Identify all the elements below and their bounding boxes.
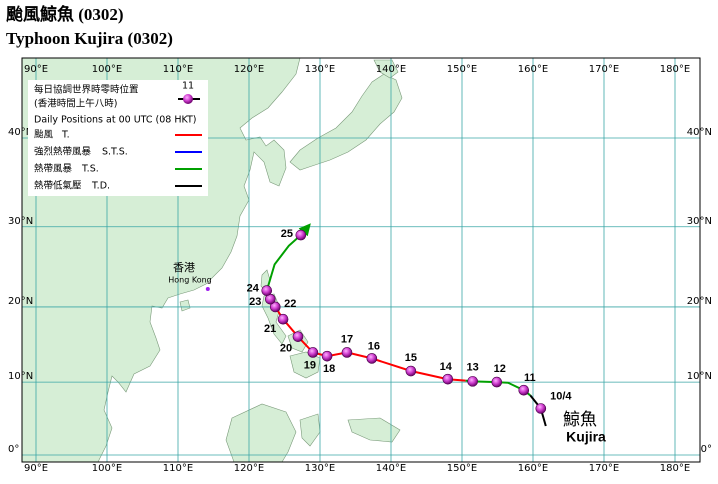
daily-label: 13 [467,361,479,373]
lon-label-top: 150°E [447,64,477,75]
lon-label-bottom: 120°E [234,463,264,474]
daily-position [467,376,478,387]
lon-label-top: 110°E [163,64,193,75]
title-en: Typhoon Kujira (0302) [6,29,173,48]
daily-position [277,313,289,325]
daily-position [518,384,530,396]
lon-label-bottom: 150°E [447,463,477,474]
hong-kong-zh: 香港 [173,261,195,274]
daily-label: 15 [405,352,417,364]
lat-label-right: 30°N [687,216,712,227]
daily-label: 10/4 [550,390,572,402]
legend-sample-label: 11 [182,81,194,92]
daily-label: 22 [284,298,296,310]
lat-label-right: 10°N [687,371,712,382]
daily-label: 11 [524,372,536,384]
legend-zh: 強烈熱帶風暴 [34,146,92,158]
hong-kong-marker [205,287,210,292]
lat-label-right: 20°N [687,296,712,307]
lat-label-right: 0° [701,444,712,455]
daily-label: 21 [264,323,276,335]
daily-label: 16 [368,340,380,352]
legend-sample-dot [183,94,193,104]
lon-label-bottom: 90°E [24,463,48,474]
daily-position [442,373,454,385]
legend-daily-en: Daily Positions at 00 UTC (08 HKT) [34,115,197,126]
daily-position [307,347,319,358]
daily-label: 19 [304,359,316,371]
legend-zh: 熱帶風暴 [34,163,73,175]
daily-label: 25 [281,228,293,240]
daily-label: 17 [341,333,353,345]
storm-name-en: Kujira [566,429,606,445]
lon-label-bottom: 110°E [163,463,193,474]
daily-position [366,353,378,364]
daily-position [261,285,273,296]
legend-daily-hk: (香港時間上午八時) [34,98,117,110]
lon-label-bottom: 160°E [518,463,548,474]
legend-zh: 熱帶低氣壓 [34,180,82,192]
daily-position [341,347,353,358]
lon-label-bottom: 140°E [376,463,406,474]
hong-kong-en: Hong Kong [168,276,212,285]
legend: 每日協調世界時零時位置 (香港時間上午八時) 11 Daily Position… [28,80,208,196]
lon-label-top: 130°E [305,64,335,75]
lat-label-left: 0° [8,444,19,455]
lon-label-bottom: 170°E [589,463,619,474]
map-frame [21,57,701,463]
daily-position [535,403,547,414]
daily-label: 20 [280,343,292,355]
legend-en: T.D. [91,181,110,192]
lon-label-top: 120°E [234,64,264,75]
lon-label-top: 140°E [376,64,406,75]
daily-position [295,229,307,241]
daily-position [269,301,281,313]
lon-label-bottom: 100°E [92,463,122,474]
lon-label-top: 90°E [24,64,48,75]
lon-label-top: 180°E [660,64,690,75]
title-zh: 颱風鯨魚 (0302) [6,4,124,24]
daily-position [405,365,417,377]
daily-label: 24 [247,283,260,295]
lat-label-left: 10°N [8,371,33,382]
legend-en: S.T.S. [102,147,128,158]
lon-label-top: 100°E [92,64,122,75]
legend-daily-zh: 每日協調世界時零時位置 [34,84,139,96]
legend-zh: 颱風 [34,130,54,141]
legend-en: T.S. [81,164,99,175]
lat-label-left: 30°N [8,216,33,227]
lon-label-top: 160°E [518,64,548,75]
lon-label-bottom: 130°E [305,463,335,474]
daily-position [292,331,304,342]
daily-label: 18 [323,363,335,375]
lat-label-right: 40°N [687,127,712,138]
daily-label: 12 [494,363,506,375]
daily-label: 14 [440,361,453,373]
lat-label-left: 40°N [8,127,33,138]
legend-box [28,80,208,196]
daily-label: 23 [249,296,261,308]
legend-en: T. [61,130,70,141]
lat-label-left: 20°N [8,296,33,307]
lon-label-bottom: 180°E [660,463,690,474]
daily-position [491,376,503,388]
storm-name-zh: 鯨魚 [563,410,597,430]
daily-position [321,350,333,362]
lon-label-top: 170°E [589,64,619,75]
